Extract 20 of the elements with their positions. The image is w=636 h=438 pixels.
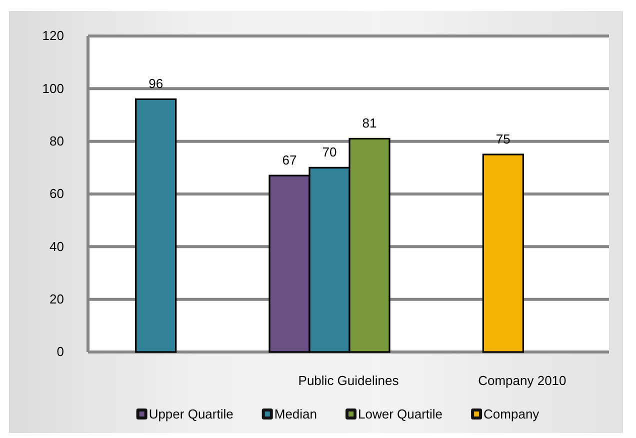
y-tick-label: 0 <box>56 344 64 360</box>
x-tick-label: Public Guidelines <box>298 373 400 388</box>
x-tick-label: Company 2010 <box>478 373 566 388</box>
y-tick-label: 20 <box>50 291 64 306</box>
data-label: 70 <box>322 144 337 160</box>
y-tick-label: 80 <box>50 133 64 148</box>
legend-label: Company <box>484 406 540 422</box>
data-label: 75 <box>496 132 510 146</box>
bar <box>482 154 524 353</box>
y-tick-label: 60 <box>50 186 64 202</box>
legend-label: Median <box>274 406 317 422</box>
y-tick-label: 100 <box>42 80 64 96</box>
data-label: 96 <box>148 76 164 92</box>
legend-label: Lower Quartile <box>358 406 443 422</box>
legend-label: Upper Quartile <box>148 406 234 422</box>
data-label: 81 <box>362 116 377 131</box>
y-tick-label: 120 <box>42 28 64 44</box>
bar <box>135 98 177 353</box>
data-label: 67 <box>282 152 297 168</box>
y-tick-label: 40 <box>50 238 64 254</box>
